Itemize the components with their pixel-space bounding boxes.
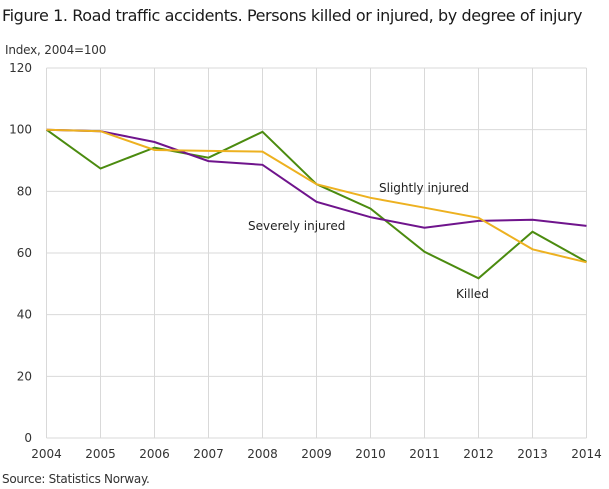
x-tick-label: 2005 [85,447,116,461]
y-tick-label: 60 [17,246,32,260]
x-tick-label: 2012 [463,447,494,461]
series-label-killed: Killed [456,287,489,301]
x-tick-label: 2008 [247,447,278,461]
x-tick-label: 2013 [517,447,548,461]
series-label-slightly-injured: Slightly injured [379,181,469,195]
x-tick-label: 2006 [139,447,170,461]
x-tick-label: 2010 [355,447,386,461]
y-tick-label: 0 [24,431,32,445]
y-tick-label: 80 [17,184,32,198]
y-tick-label: 120 [9,61,32,75]
series-labels: Killed Severely injured Slightly injured [248,181,489,301]
x-tick-label: 2014 [571,447,602,461]
y-tick-label: 100 [9,123,32,137]
x-tick-label: 2007 [193,447,224,461]
y-tick-label: 20 [17,369,32,383]
x-tick-label: 2004 [31,447,62,461]
source-note: Source: Statistics Norway. [2,472,150,486]
series-line-severely-injured [46,128,587,229]
y-axis-ticks: 0 20 40 60 80 100 120 [9,61,32,445]
x-tick-label: 2011 [409,447,440,461]
x-axis-ticks: 2004 2005 2006 2007 2008 2009 2010 2011 2012 2013… [31,447,602,461]
y-axis-label: Index, 2004=100 [5,43,107,57]
series-label-severely-injured: Severely injured [248,219,345,233]
series-line-slightly-injured [46,128,587,264]
y-tick-label: 40 [17,308,32,322]
chart-title: Figure 1. Road traffic accidents. Person… [2,6,583,25]
x-tick-label: 2009 [301,447,332,461]
gridlines [46,67,587,439]
series-lines [45,128,587,280]
